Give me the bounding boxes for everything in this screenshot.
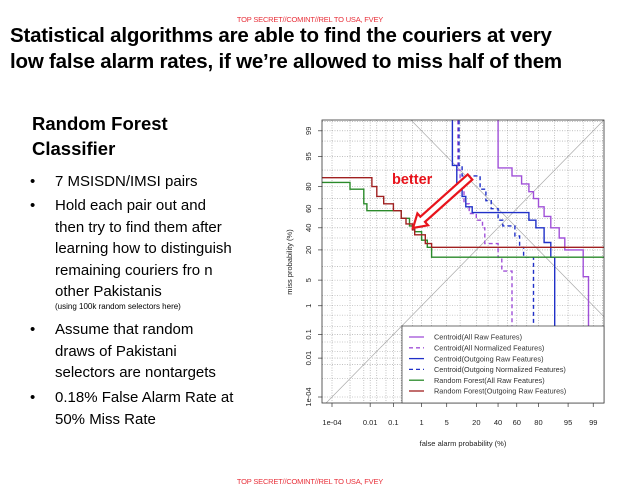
bullet-text: 7 MSISDN/IMSI pairs	[55, 173, 198, 190]
x-tick-label: 5	[445, 418, 449, 427]
bullet-text: 50% Miss Rate	[55, 410, 156, 428]
y-axis-title: miss probability (%)	[285, 229, 294, 295]
bullet-text: remaining couriers fro n	[55, 261, 213, 279]
classification-banner-top: TOP SECRET//COMINT//REL TO USA, FVEY	[236, 15, 384, 24]
x-tick-label: 0.01	[363, 418, 378, 427]
legend-label: Random Forest(All Raw Features)	[434, 376, 545, 385]
y-tick-label: 1	[304, 304, 313, 308]
x-tick-label: 60	[513, 418, 521, 427]
heading-line: Random Forest	[32, 113, 168, 134]
bullet-text: then try to find them after	[55, 218, 222, 236]
series-line-0	[497, 120, 590, 403]
bullet-dot-icon: •	[30, 389, 36, 406]
bullet-text: draws of Pakistani	[55, 342, 177, 360]
bullet-dot-icon: •	[30, 321, 36, 338]
y-tick-label: 0.1	[304, 329, 313, 339]
legend-box	[401, 325, 605, 404]
series-line-5	[322, 176, 604, 249]
x-tick-label: 20	[472, 418, 480, 427]
y-tick-label: 60	[304, 205, 313, 213]
x-axis-title: false alarm probability (%)	[420, 439, 507, 448]
x-tick-label: 1	[419, 418, 423, 427]
y-tick-label: 80	[304, 182, 313, 190]
y-tick-label: 99	[304, 127, 313, 135]
y-tick-label: 20	[304, 246, 313, 254]
bullet-text: other Pakistanis	[55, 283, 162, 300]
better-annotation: better	[392, 172, 433, 188]
y-tick-label: 0.01	[304, 351, 313, 366]
plot-area	[322, 120, 604, 403]
x-tick-label: 80	[534, 418, 542, 427]
y-tick-label: 40	[304, 224, 313, 232]
title-line: Statistical algorithms are able to find …	[10, 24, 552, 47]
bullet-dot-icon: •	[30, 197, 36, 214]
x-tick-label: 40	[494, 418, 502, 427]
series-line-1	[457, 120, 513, 403]
equal-error-diagonal	[325, 120, 604, 403]
bullet-note: (using 100k random selectors here)	[55, 301, 181, 311]
series-line-4	[322, 181, 604, 258]
bullet-text: Assume that random	[55, 321, 194, 338]
better-arrow-icon	[411, 172, 474, 230]
bullet-dot-icon: •	[30, 173, 36, 190]
x-tick-label: 95	[564, 418, 572, 427]
y-tick-label: 1e-04	[304, 387, 313, 406]
bullet-text: selectors are nontargets	[55, 364, 216, 381]
chart-legend: Centroid(All Raw Features) Centroid(All N…	[401, 325, 605, 404]
bullet-text: 0.18% False Alarm Rate at	[55, 389, 234, 406]
legend-label: Centroid(All Raw Features)	[434, 333, 522, 342]
bullet-text: learning how to distinguish	[55, 240, 232, 257]
title-line: low false alarm rates, if we’re allowed …	[10, 50, 562, 73]
anti-diagonal	[410, 120, 604, 318]
slide-title: Statistical algorithms are able to find …	[10, 23, 620, 75]
legend-label: Random Forest(Outgoing Raw Features)	[434, 387, 566, 396]
heading-line: Classifier	[32, 138, 116, 159]
legend-label: Centroid(Outgoing Raw Features)	[434, 354, 544, 363]
classification-banner-bottom: TOP SECRET//COMINT//REL TO USA, FVEY	[236, 477, 384, 486]
section-heading: Random Forest Classifier	[32, 111, 168, 161]
legend-label: Centroid(All Normalized Features)	[434, 344, 544, 353]
y-tick-label: 95	[304, 152, 313, 160]
x-tick-label: 0.1	[388, 418, 398, 427]
bullet-text: Hold each pair out and	[55, 197, 206, 214]
x-tick-label: 1e-04	[322, 418, 341, 427]
x-tick-label: 99	[589, 418, 597, 427]
legend-label: Centroid(Outgoing Normalized Features)	[434, 365, 566, 374]
y-tick-label: 5	[304, 278, 313, 282]
